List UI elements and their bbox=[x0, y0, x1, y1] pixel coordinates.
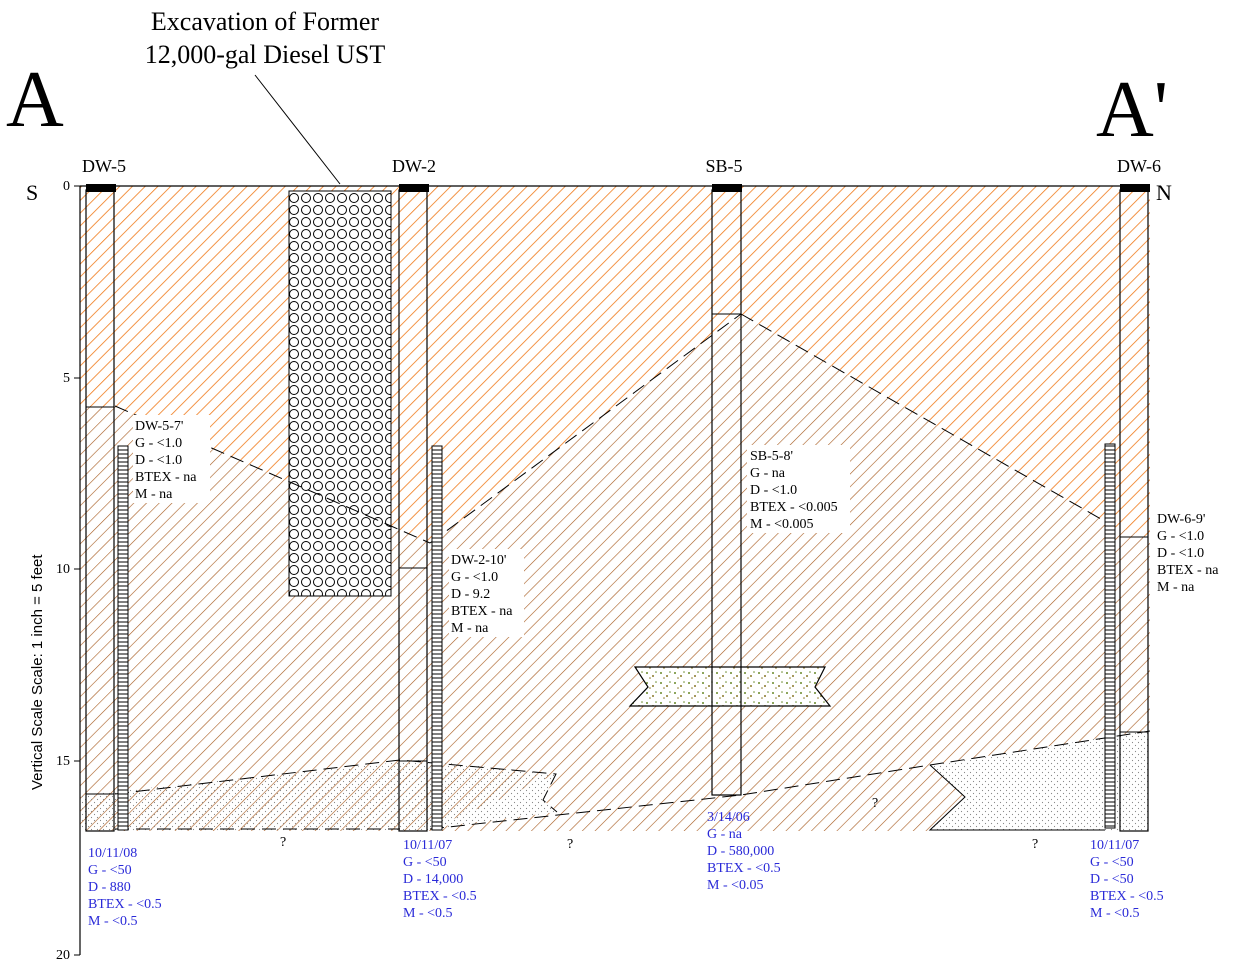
svg-text:G - <1.0: G - <1.0 bbox=[1157, 529, 1204, 544]
svg-text:M - na: M - na bbox=[451, 621, 489, 636]
borings bbox=[85, 184, 1150, 832]
question-mark: ? bbox=[280, 835, 286, 850]
section-label-left: A bbox=[6, 56, 64, 144]
soil-sample-dw5: DW-5-7' G - <1.0 D - <1.0 BTEX - na M - … bbox=[135, 419, 197, 502]
svg-text:M - <0.5: M - <0.5 bbox=[403, 906, 453, 921]
tick-label: 15 bbox=[56, 754, 70, 769]
svg-text:BTEX - <0.5: BTEX - <0.5 bbox=[1090, 889, 1164, 904]
right-lens-outline bbox=[928, 764, 1105, 831]
svg-text:DW-6-9': DW-6-9' bbox=[1157, 512, 1205, 527]
svg-text:G - <50: G - <50 bbox=[88, 863, 132, 878]
svg-text:M - <0.5: M - <0.5 bbox=[1090, 906, 1140, 921]
gravel-lens bbox=[628, 666, 832, 707]
wellhead-sb5 bbox=[712, 184, 742, 192]
svg-text:G - <50: G - <50 bbox=[1090, 855, 1134, 870]
question-mark: ? bbox=[1032, 837, 1038, 852]
wellhead-dw2 bbox=[399, 184, 429, 192]
wellhead-dw5 bbox=[86, 184, 116, 192]
svg-text:G - na: G - na bbox=[707, 827, 743, 842]
soil-sample-dw6: DW-6-9' G - <1.0 D - <1.0 BTEX - na M - … bbox=[1157, 512, 1219, 595]
title-leader-line bbox=[254, 74, 341, 185]
upper-contact-right bbox=[740, 313, 1116, 528]
tick-label: 0 bbox=[63, 179, 70, 194]
well-label-dw2: DW-2 bbox=[392, 156, 436, 176]
svg-text:BTEX - na: BTEX - na bbox=[135, 470, 197, 485]
svg-text:M - <0.05: M - <0.05 bbox=[707, 878, 764, 893]
svg-text:D - 880: D - 880 bbox=[88, 880, 131, 895]
groundwater-labels: 10/11/08 G - <50 D - 880 BTEX - <0.5 M -… bbox=[88, 810, 1164, 929]
tick-label: 20 bbox=[56, 948, 70, 963]
tick-label: 5 bbox=[63, 371, 70, 386]
svg-text:BTEX - <0.5: BTEX - <0.5 bbox=[403, 889, 477, 904]
uncertainty-marks: ? ? ? ? bbox=[280, 796, 1038, 852]
groundwater-dw2: 10/11/07 G - <50 D - 14,000 BTEX - <0.5 … bbox=[403, 838, 477, 921]
soil-sample-sb5: SB-5-8' G - na D - <1.0 BTEX - <0.005 M … bbox=[750, 449, 838, 532]
svg-text:SB-5-8': SB-5-8' bbox=[750, 449, 793, 464]
svg-text:G - na: G - na bbox=[750, 466, 786, 481]
svg-text:10/11/07: 10/11/07 bbox=[403, 838, 452, 853]
svg-text:D - <1.0: D - <1.0 bbox=[1157, 546, 1204, 561]
direction-south: S bbox=[26, 180, 38, 205]
geology-layers bbox=[80, 186, 1150, 831]
question-mark: ? bbox=[567, 837, 573, 852]
soil-sample-labels: DW-5-7' G - <1.0 D - <1.0 BTEX - na M - … bbox=[133, 415, 1219, 637]
svg-text:D - 9.2: D - 9.2 bbox=[451, 587, 490, 602]
svg-text:M - na: M - na bbox=[135, 487, 173, 502]
svg-text:BTEX - <0.5: BTEX - <0.5 bbox=[707, 861, 781, 876]
svg-text:M - na: M - na bbox=[1157, 580, 1195, 595]
svg-text:M - <0.5: M - <0.5 bbox=[88, 914, 138, 929]
question-mark: ? bbox=[872, 796, 878, 811]
svg-text:M - <0.005: M - <0.005 bbox=[750, 517, 814, 532]
section-label-right: A' bbox=[1096, 66, 1168, 154]
direction-north: N bbox=[1156, 180, 1172, 205]
vertical-scale-label: Vertical Scale Scale: 1 inch = 5 feet bbox=[29, 554, 46, 790]
title-line-2: 12,000-gal Diesel UST bbox=[145, 40, 386, 69]
svg-text:D - <1.0: D - <1.0 bbox=[135, 453, 182, 468]
upper-contact-left bbox=[114, 405, 431, 544]
well-screen-dw2 bbox=[431, 445, 443, 831]
svg-text:BTEX - <0.5: BTEX - <0.5 bbox=[88, 897, 162, 912]
svg-text:BTEX - <0.005: BTEX - <0.005 bbox=[750, 500, 838, 515]
well-screen-dw6 bbox=[1104, 443, 1116, 829]
header: Excavation of Former 12,000-gal Diesel U… bbox=[6, 7, 1172, 205]
lower-contact-center bbox=[429, 730, 1151, 830]
svg-text:DW-2-10': DW-2-10' bbox=[451, 553, 506, 568]
groundwater-sb5: 3/14/06 G - na D - 580,000 BTEX - <0.5 M… bbox=[707, 810, 781, 893]
lower-contact-left bbox=[114, 759, 558, 813]
svg-text:D - <50: D - <50 bbox=[1090, 872, 1134, 887]
contact-lines bbox=[114, 74, 1151, 831]
tick-label: 10 bbox=[56, 562, 70, 577]
vertical-axis: 0 5 10 15 20 Vertical Scale Scale: 1 inc… bbox=[29, 179, 81, 963]
groundwater-dw5: 10/11/08 G - <50 D - 880 BTEX - <0.5 M -… bbox=[88, 846, 162, 929]
svg-text:G - <50: G - <50 bbox=[403, 855, 447, 870]
wellhead-dw6 bbox=[1120, 184, 1150, 192]
ust-excavation-backfill bbox=[288, 190, 392, 597]
well-screen-dw5 bbox=[117, 445, 129, 831]
svg-text:3/14/06: 3/14/06 bbox=[707, 810, 750, 825]
svg-text:10/11/07: 10/11/07 bbox=[1090, 838, 1139, 853]
svg-text:D - <1.0: D - <1.0 bbox=[750, 483, 797, 498]
groundwater-dw6: 10/11/07 G - <50 D - <50 BTEX - <0.5 M -… bbox=[1090, 838, 1164, 921]
title-line-1: Excavation of Former bbox=[151, 7, 379, 36]
svg-text:BTEX - na: BTEX - na bbox=[451, 604, 513, 619]
soil-sample-dw2: DW-2-10' G - <1.0 D - 9.2 BTEX - na M - … bbox=[451, 553, 513, 636]
svg-text:G - <1.0: G - <1.0 bbox=[135, 436, 182, 451]
well-label-dw5: DW-5 bbox=[82, 156, 126, 176]
well-label-sb5: SB-5 bbox=[705, 156, 742, 176]
well-label-dw6: DW-6 bbox=[1117, 156, 1161, 176]
svg-text:D - 580,000: D - 580,000 bbox=[707, 844, 774, 859]
svg-text:BTEX - na: BTEX - na bbox=[1157, 563, 1219, 578]
upper-contact-center bbox=[429, 313, 742, 544]
svg-text:D - 14,000: D - 14,000 bbox=[403, 872, 463, 887]
svg-text:DW-5-7': DW-5-7' bbox=[135, 419, 183, 434]
svg-text:G - <1.0: G - <1.0 bbox=[451, 570, 498, 585]
svg-text:10/11/08: 10/11/08 bbox=[88, 846, 137, 861]
